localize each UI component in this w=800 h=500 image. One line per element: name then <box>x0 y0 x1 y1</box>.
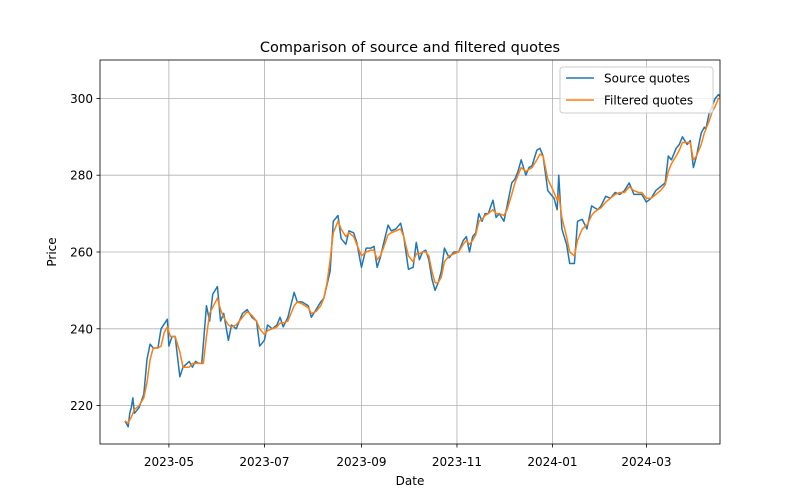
x-tick-label: 2023-05 <box>144 455 194 469</box>
y-tick-label: 300 <box>70 92 93 106</box>
x-tick-label: 2023-09 <box>336 455 386 469</box>
y-tick-label: 220 <box>70 399 93 413</box>
x-axis: 2023-05 2023-07 2023-09 2023-11 2024-01 2024-… <box>144 444 671 469</box>
y-axis: 220 240 260 280 300 <box>70 92 100 413</box>
x-tick-label: 2024-03 <box>621 455 671 469</box>
x-tick-label: 2023-11 <box>432 455 482 469</box>
y-axis-label: Price <box>45 237 59 266</box>
x-tick-label: 2023-07 <box>239 455 289 469</box>
y-tick-label: 260 <box>70 246 93 260</box>
y-tick-label: 280 <box>70 169 93 183</box>
legend: Source quotes Filtered quotes <box>559 66 714 114</box>
chart-title: Comparison of source and filtered quotes <box>260 40 560 56</box>
legend-label-source-quotes: Source quotes <box>604 72 690 86</box>
legend-box <box>559 66 714 114</box>
x-tick-label: 2024-01 <box>527 455 577 469</box>
x-axis-label: Date <box>396 474 425 488</box>
y-tick-label: 240 <box>70 322 93 336</box>
series-line-filtered-quotes <box>124 97 720 424</box>
legend-label-filtered-quotes: Filtered quotes <box>604 94 693 108</box>
series-layer <box>124 93 721 428</box>
